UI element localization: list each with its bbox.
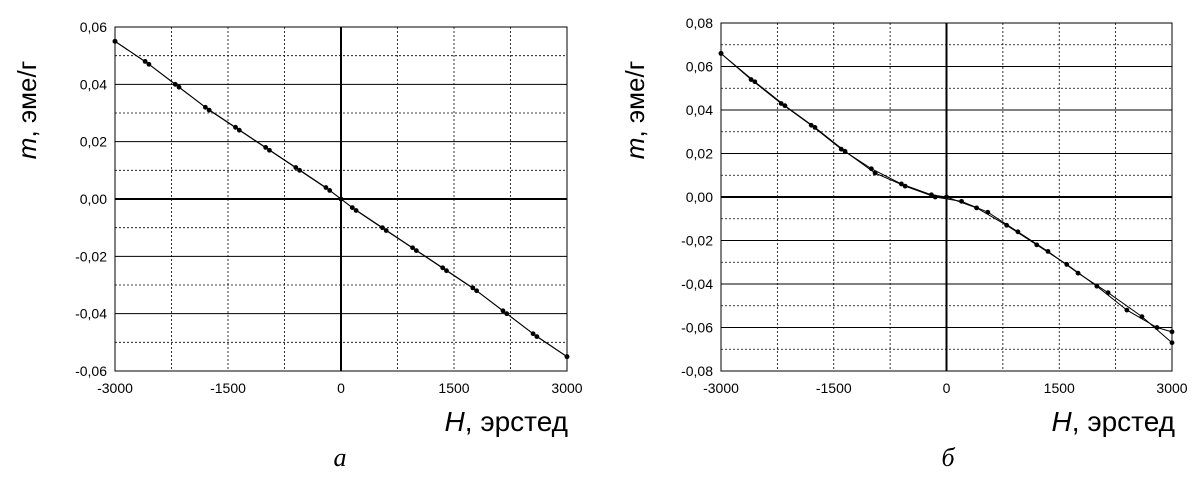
data-point <box>1016 229 1021 234</box>
x-tick-label: 1500 <box>438 380 469 396</box>
chart-a-svg: 0,06 0,04 0,02 0,00 -0,02 -0,04 -0,06-3000 -150… <box>0 0 598 477</box>
x-axis-unit: , эрстед <box>465 406 568 437</box>
panel-letter: а <box>334 443 347 472</box>
x-tick-label: 3000 <box>1156 380 1187 396</box>
x-tick-label: -1500 <box>816 380 852 396</box>
data-point <box>752 79 757 84</box>
x-tick-label: -1500 <box>210 380 246 396</box>
x-tick-label: 1500 <box>1044 380 1075 396</box>
data-point <box>410 245 415 250</box>
y-tick-label: -0,02 <box>681 233 713 249</box>
data-point <box>267 148 272 153</box>
data-point <box>719 51 724 56</box>
data-point <box>380 225 385 230</box>
y-tick-label: -0,06 <box>75 363 107 379</box>
data-point <box>1125 308 1130 313</box>
x-axis-var: H <box>1052 406 1073 437</box>
data-point <box>470 285 475 290</box>
y-axis-var: m <box>620 138 650 160</box>
y-tick-label: 0,04 <box>80 76 107 92</box>
x-axis-unit: , эрстед <box>1072 406 1175 437</box>
y-axis-label: m, эме/г <box>12 61 42 159</box>
x-tick-label: -3000 <box>703 380 739 396</box>
data-point <box>903 184 908 189</box>
y-tick-label: 0,06 <box>686 59 713 75</box>
x-tick-label: 0 <box>943 380 951 396</box>
data-point <box>207 108 212 113</box>
data-point <box>782 103 787 108</box>
data-point <box>147 62 152 67</box>
y-tick-label: -0,06 <box>681 320 713 336</box>
data-point <box>873 171 878 176</box>
y-axis-label: m, эме/г <box>620 61 650 159</box>
y-tick-label: -0,04 <box>681 276 713 292</box>
data-point <box>933 195 938 200</box>
y-tick-label: -0,08 <box>681 363 713 379</box>
data-point <box>531 331 536 336</box>
y-tick-label: 0,00 <box>80 191 107 207</box>
y-tick-label: 0,02 <box>80 134 107 150</box>
chart-panel-b: 0,08 0,06 0,04 0,02 0,00 -0,02 -0,04 -0,06 -0,08… <box>598 0 1197 477</box>
x-tick-label: -3000 <box>97 380 133 396</box>
data-point <box>327 188 332 193</box>
data-point <box>1170 340 1175 345</box>
x-axis-label: H, эрстед <box>1052 406 1175 437</box>
y-tick-label: 0,02 <box>686 146 713 162</box>
data-point <box>813 125 818 130</box>
chart-panel-a: 0,06 0,04 0,02 0,00 -0,02 -0,04 -0,06 -3000 -150… <box>0 0 598 477</box>
data-point <box>1140 314 1145 319</box>
y-tick-label: -0,02 <box>75 248 107 264</box>
data-point <box>297 168 302 173</box>
data-point <box>237 128 242 133</box>
data-point <box>501 308 506 313</box>
y-tick-label: 0,00 <box>686 189 713 205</box>
data-point <box>350 205 355 210</box>
y-tick-label: -0,04 <box>75 306 107 322</box>
y-axis-var: m <box>12 138 42 160</box>
data-point <box>843 149 848 154</box>
data-point <box>440 265 445 270</box>
panel-letter: б <box>941 443 955 472</box>
data-point <box>1106 290 1111 295</box>
x-axis-label: H, эрстед <box>445 406 568 437</box>
x-tick-label: 3000 <box>551 380 582 396</box>
x-axis-var: H <box>445 406 466 437</box>
data-point <box>959 199 964 204</box>
data-point <box>985 210 990 215</box>
chart-b-svg: 0,08 0,06 0,04 0,02 0,00 -0,02 -0,04 -0,06 -0,08… <box>598 0 1197 477</box>
y-tick-label: 0,06 <box>80 19 107 35</box>
y-axis-unit: , эме/г <box>12 61 42 138</box>
data-point <box>113 39 118 44</box>
data-point <box>1076 271 1081 276</box>
y-tick-label: 0,08 <box>686 15 713 31</box>
x-tick-label: 0 <box>337 380 345 396</box>
data-point <box>1046 249 1051 254</box>
data-point <box>177 85 182 90</box>
data-point <box>1170 329 1175 334</box>
data-point <box>565 354 570 359</box>
y-tick-label: 0,04 <box>686 102 713 118</box>
y-axis-unit: , эме/г <box>620 61 650 138</box>
